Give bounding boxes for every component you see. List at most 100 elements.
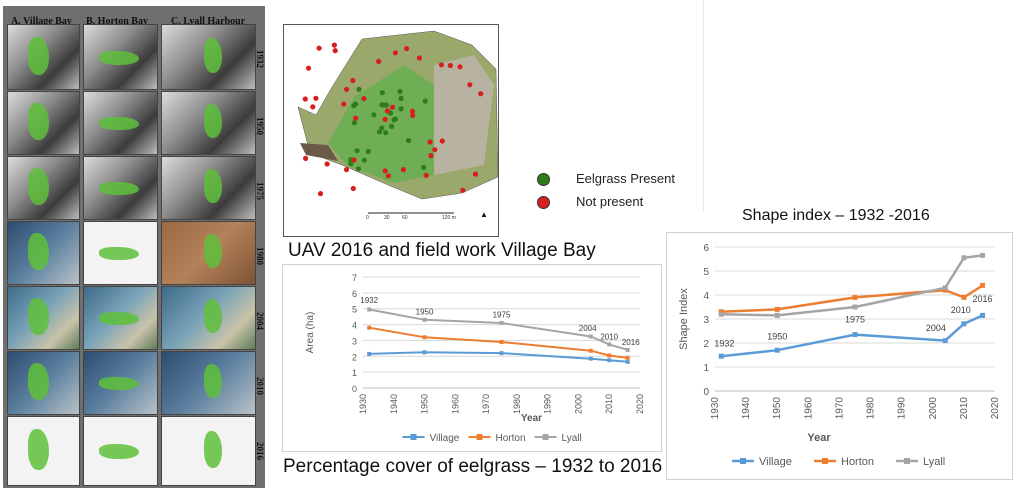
x-tick-label: 2000 <box>928 397 939 420</box>
eelgrass-patch <box>98 116 139 131</box>
eelgrass-absent-point <box>439 138 445 144</box>
data-point-horton <box>852 294 858 300</box>
eelgrass-absent-point <box>460 187 466 193</box>
x-tick-label: 1960 <box>450 394 460 414</box>
data-point-lyall <box>980 252 986 258</box>
area-chart-svg: 0 1 2 3 4 5 6 7 1930 1940 1950 1960 1970 1980 1990 2000… <box>305 273 645 444</box>
year-label-1980: 1980 <box>255 247 265 265</box>
eelgrass-absent-point <box>344 86 350 92</box>
aerial-tile <box>83 91 158 155</box>
eelgrass-present-point <box>361 157 367 163</box>
x-tick-label: 1990 <box>897 397 908 420</box>
point-annotation: 1950 <box>416 307 434 316</box>
eelgrass-patch <box>98 311 139 326</box>
data-point-horton <box>499 340 504 345</box>
series-line-village <box>369 351 628 363</box>
eelgrass-absent-point <box>361 96 367 102</box>
eelgrass-absent-point <box>478 91 484 97</box>
aerial-tile <box>7 24 80 90</box>
legend-marker-lyall <box>904 458 910 464</box>
uav-map: ▲ 0 30 60 120 m <box>283 24 499 237</box>
eelgrass-absent-point <box>410 112 416 118</box>
data-point-village <box>422 350 427 355</box>
aerial-tile <box>161 91 256 155</box>
eelgrass-absent-point <box>331 42 337 48</box>
eelgrass-patch <box>203 234 223 269</box>
eelgrass-present-point <box>355 166 362 172</box>
eelgrass-patch <box>98 246 139 261</box>
eelgrass-patch <box>203 299 223 334</box>
eelgrass-present-point <box>398 106 404 112</box>
aerial-tile <box>83 156 158 220</box>
aerial-tile <box>161 416 256 486</box>
eelgrass-absent-point <box>353 115 359 121</box>
legend-marker-village <box>410 434 417 440</box>
scale-label-120m: 120 m <box>442 215 456 221</box>
data-point-village <box>625 359 630 364</box>
eelgrass-patch <box>27 168 50 206</box>
area-chart: 0 1 2 3 4 5 6 7 1930 1940 1950 1960 1970 1980 1990 2000… <box>282 264 662 452</box>
x-tick-label: 1970 <box>834 397 845 420</box>
point-annotation: 1975 <box>845 315 865 325</box>
scale-label-60: 60 <box>402 215 408 221</box>
eelgrass-patch <box>27 36 50 75</box>
legend-absent-dot <box>537 196 550 209</box>
point-annotation: 2016 <box>622 338 640 347</box>
y-axis-title: Shape Index <box>678 288 690 350</box>
y-tick-label: 3 <box>352 336 357 346</box>
eelgrass-present-point <box>351 120 357 126</box>
point-annotation: 1932 <box>714 339 734 349</box>
eelgrass-present-point <box>389 123 395 129</box>
eelgrass-patch <box>27 429 50 471</box>
eelgrass-absent-point <box>382 116 388 122</box>
data-point-horton <box>774 306 780 312</box>
eelgrass-absent-point <box>317 191 324 197</box>
legend-label-horton: Horton <box>496 433 526 444</box>
aerial-tile <box>7 91 80 155</box>
y-tick-label: 6 <box>703 243 709 254</box>
y-tick-label: 4 <box>352 321 357 331</box>
data-point-horton <box>367 325 372 330</box>
data-point-village <box>607 358 612 363</box>
series-line-horton <box>369 326 628 359</box>
eelgrass-patch <box>27 298 50 336</box>
eelgrass-absent-point <box>467 82 473 88</box>
legend-label-village: Village <box>430 433 460 444</box>
eelgrass-absent-point <box>447 62 453 69</box>
point-annotation: 2016 <box>973 294 993 304</box>
eelgrass-present-point <box>377 129 383 135</box>
y-tick-label: 5 <box>703 267 709 278</box>
eelgrass-absent-point <box>392 50 398 56</box>
eelgrass-absent-point <box>432 147 438 153</box>
aerial-tile <box>7 221 80 285</box>
eelgrass-patch <box>98 444 139 460</box>
legend-absent-label: Not present <box>576 194 644 209</box>
eelgrass-patch <box>203 169 223 204</box>
year-label-1950: 1950 <box>255 117 265 135</box>
x-tick-label: 2000 <box>573 394 583 414</box>
data-point-village <box>499 351 504 356</box>
aerial-tile <box>7 351 80 415</box>
eelgrass-present-point <box>354 148 360 154</box>
data-point-horton <box>588 348 593 353</box>
y-tick-label: 5 <box>352 305 357 315</box>
legend-marker-horton <box>476 434 483 440</box>
data-point-village <box>942 338 948 344</box>
aerial-tile <box>83 24 158 90</box>
eelgrass-present-point <box>392 116 398 122</box>
y-tick-label: 2 <box>703 339 709 350</box>
y-tick-label: 0 <box>352 384 357 394</box>
eelgrass-absent-point <box>302 96 308 102</box>
y-tick-label: 7 <box>352 273 357 283</box>
year-label-2010: 2010 <box>255 377 265 395</box>
legend-marker-horton <box>822 458 828 464</box>
eelgrass-present-point <box>405 137 412 144</box>
aerial-tile <box>161 351 256 415</box>
y-tick-label: 0 <box>703 387 709 398</box>
scale-label-30: 30 <box>384 215 390 221</box>
x-tick-label: 1950 <box>772 397 783 420</box>
legend-present-dot <box>537 173 550 186</box>
eelgrass-patch <box>203 37 223 73</box>
uav-map-image: ▲ <box>297 30 499 219</box>
eelgrass-patch <box>27 233 50 271</box>
